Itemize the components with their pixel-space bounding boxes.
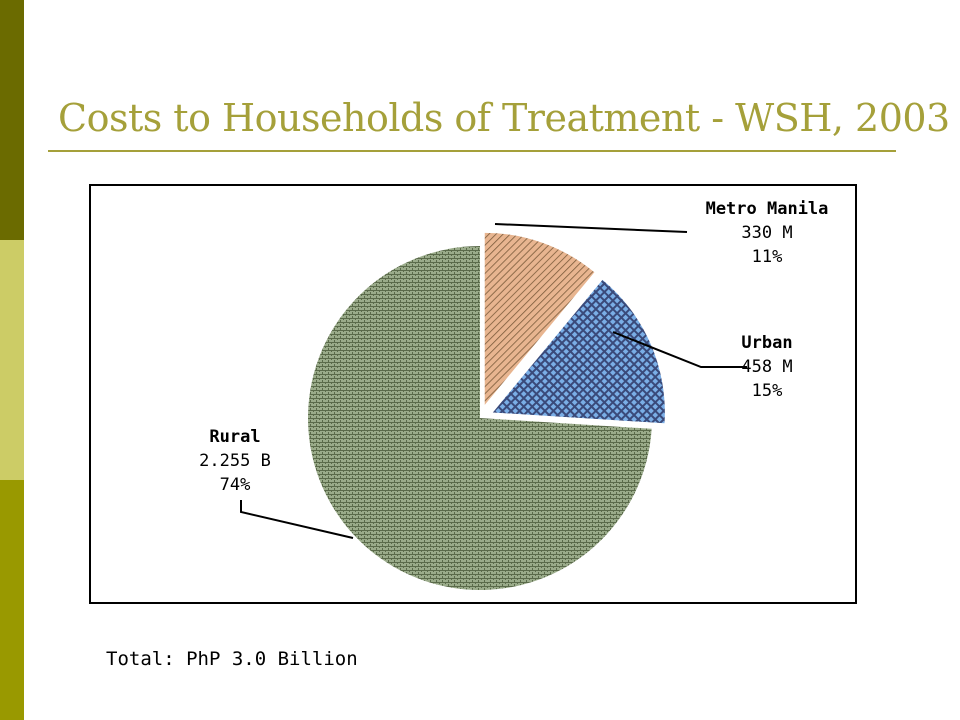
chart-frame: Metro Manila 330 M 11% Urban 458 M 15% Rural 2.…: [89, 184, 857, 604]
pie-chart: Metro Manila 330 M 11% Urban 458 M 15% Rural 2.…: [199, 199, 829, 590]
sidebar-stripe-top: [0, 0, 24, 240]
label-urban-value: 458 M: [741, 357, 792, 377]
leader-line-rural: [240, 500, 354, 539]
slice-rural: [307, 245, 652, 590]
label-metro-manila-value: 330 M: [741, 223, 792, 243]
slice-metro-manila: [484, 232, 595, 405]
sidebar-stripe-bottom: [0, 480, 24, 720]
title-divider: [48, 150, 896, 152]
total-caption: Total: PhP 3.0 Billion: [106, 648, 358, 670]
label-rural-name: Rural: [209, 427, 260, 447]
sidebar-stripe-middle: [0, 240, 24, 480]
slice-urban: [492, 279, 665, 424]
label-metro-manila-percent: 11%: [752, 247, 783, 267]
label-rural-percent: 74%: [220, 475, 251, 495]
leader-line-metro-manila: [494, 223, 688, 233]
slide-title: Costs to Households of Treatment - WSH, …: [58, 96, 950, 140]
label-urban-name: Urban: [741, 333, 792, 353]
leader-line-urban: [612, 331, 747, 368]
label-urban-percent: 15%: [752, 381, 783, 401]
label-metro-manila-name: Metro Manila: [706, 199, 829, 219]
label-rural-value: 2.255 B: [199, 451, 271, 471]
